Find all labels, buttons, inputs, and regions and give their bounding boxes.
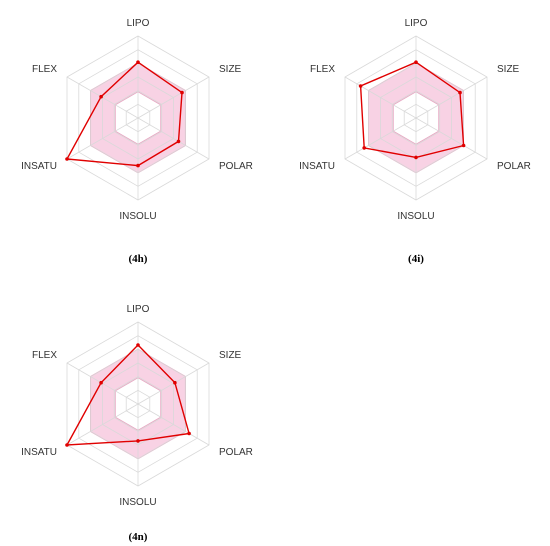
series-point-polar: [187, 431, 191, 436]
series-point-insatu: [65, 443, 69, 447]
series-point-flex: [99, 94, 103, 99]
series-point-lipo: [136, 343, 140, 347]
grid-spoke: [344, 76, 417, 119]
axis-label-polar: POLAR: [219, 447, 253, 458]
axis-label-flex: FLEX: [32, 64, 57, 75]
series-point-insolu: [414, 155, 418, 160]
series-point-size: [180, 90, 184, 95]
series-point-insolu: [136, 163, 140, 168]
chart-caption: (4i): [408, 253, 424, 265]
grid-spoke: [66, 403, 139, 446]
axis-label-lipo: LIPO: [405, 18, 428, 29]
grid-spoke: [137, 117, 210, 160]
radar-chart-4i: LIPO SIZE POLAR INSOLU INSATU FLEX (4i): [299, 18, 531, 265]
grid-spoke: [344, 117, 417, 160]
axis-label-insolu: INSOLU: [119, 497, 156, 508]
series-point-insatu: [362, 146, 367, 150]
series-point-lipo: [136, 60, 140, 64]
axis-label-size: SIZE: [497, 64, 520, 75]
radar-chart-4n: LIPO SIZE POLAR INSOLU INSATU FLEX (4n): [21, 304, 253, 543]
axis-label-insatu: INSATU: [299, 161, 335, 172]
series-point-flex: [99, 380, 103, 385]
axis-label-flex: FLEX: [310, 64, 335, 75]
axis-label-lipo: LIPO: [127, 18, 150, 29]
axis-label-insolu: INSOLU: [397, 211, 434, 222]
series-point-polar: [176, 139, 181, 144]
chart-caption: (4n): [129, 531, 148, 543]
axis-label-insatu: INSATU: [21, 161, 57, 172]
chart-caption: (4h): [129, 253, 148, 265]
axis-label-size: SIZE: [219, 64, 242, 75]
axis-label-polar: POLAR: [497, 161, 531, 172]
series-point-flex: [358, 84, 363, 88]
series-point-insolu: [136, 439, 140, 443]
series-point-polar: [461, 143, 466, 148]
axis-label-size: SIZE: [219, 350, 242, 361]
grid-spoke: [415, 76, 488, 119]
grid-spoke: [66, 117, 139, 160]
series-point-insatu: [65, 157, 69, 161]
grid-spoke: [415, 117, 488, 160]
axis-label-polar: POLAR: [219, 161, 253, 172]
series-point-size: [458, 90, 462, 95]
axis-label-insatu: INSATU: [21, 447, 57, 458]
grid-spoke: [137, 403, 210, 446]
grid-spoke: [137, 76, 210, 119]
axis-label-insolu: INSOLU: [119, 211, 156, 222]
radar-chart-4h: LIPO SIZE POLAR INSOLU INSATU FLEX (4h): [21, 18, 253, 265]
axis-label-flex: FLEX: [32, 350, 57, 361]
axis-label-lipo: LIPO: [127, 304, 150, 315]
series-point-size: [173, 380, 177, 385]
series-point-lipo: [414, 60, 418, 64]
